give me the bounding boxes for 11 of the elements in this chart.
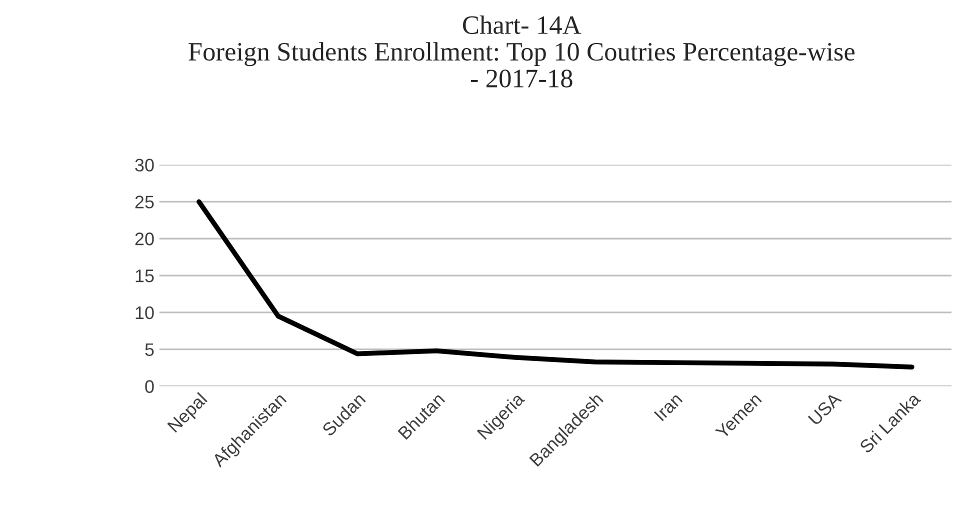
y-tick-label: 10 [136, 306, 154, 320]
y-tick-label: 0 [145, 380, 154, 393]
y-tick-label: 30 [135, 158, 154, 172]
x-tick-label: USA [808, 391, 842, 426]
line-series [196, 199, 914, 370]
x-tick-label: Iran [654, 392, 683, 422]
chart-title: Chart- 14A Foreign Students Enrollment: Top 10 Coutries Percentage-wise - 2017-18 [188, 15, 854, 88]
y-tick-label: 5 [145, 343, 154, 356]
y-tick-label: 15 [136, 270, 154, 282]
y-tick-label: 25 [135, 196, 154, 208]
y-tick-label: 20 [135, 232, 154, 246]
